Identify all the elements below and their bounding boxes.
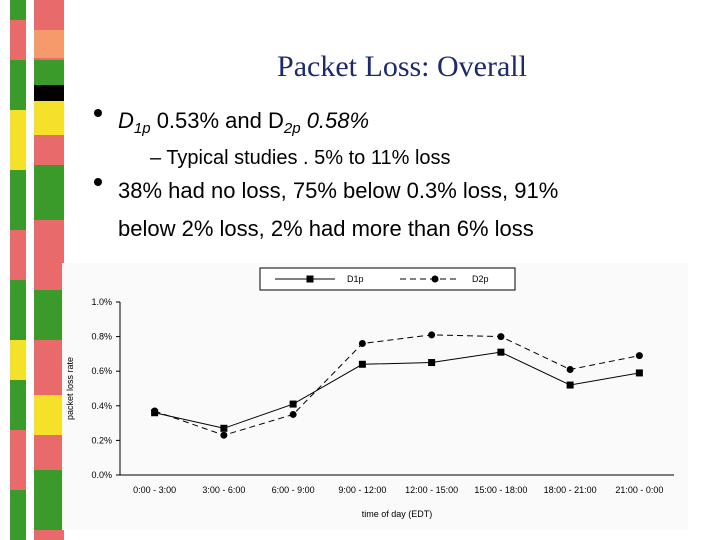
marker <box>635 369 643 377</box>
decor-stripe <box>10 0 64 540</box>
legend-label: D1p <box>347 274 364 284</box>
text: D <box>118 108 134 133</box>
y-tick-label: 0.0% <box>91 470 112 480</box>
chart-area <box>62 263 688 530</box>
marker <box>220 431 228 439</box>
marker <box>431 275 439 283</box>
x-tick-label: 15:00 - 18:00 <box>474 485 527 495</box>
bullet-text: D1p 0.53% and D2p 0.58% <box>118 108 369 137</box>
y-tick-label: 0.4% <box>91 401 112 411</box>
y-axis-label: packet loss rate <box>65 357 75 420</box>
marker <box>428 359 436 367</box>
marker <box>566 381 574 389</box>
legend-box <box>259 267 516 291</box>
x-tick-label: 21:00 - 0:00 <box>615 485 663 495</box>
marker <box>358 340 366 348</box>
chart: 0.0% 0.2% 0.4% 0.6% 0.8% 1.0% 0:00 - 3:00 3:00 … <box>65 267 674 519</box>
y-tick-label: 0.2% <box>91 435 112 445</box>
y-tick-label: 0.8% <box>91 332 112 342</box>
marker <box>497 333 505 341</box>
y-tick-label: 0.6% <box>91 366 112 376</box>
marker <box>358 360 366 368</box>
marker <box>289 410 297 418</box>
marker <box>306 275 314 283</box>
series-line <box>154 351 640 429</box>
bullet-text: below 2% loss, 2% had more than 6% loss <box>118 216 534 241</box>
sub-bullet: – Typical studies . 5% to 11% loss <box>150 147 451 169</box>
marker <box>220 424 228 432</box>
x-axis-label: time of day (EDT) <box>362 509 433 519</box>
text: 1p <box>134 120 151 137</box>
text: 0.53% and D <box>151 108 284 133</box>
x-tick-label: 12:00 - 15:00 <box>405 485 458 495</box>
x-tick-label: 18:00 - 21:00 <box>544 485 597 495</box>
marker <box>497 348 505 356</box>
bullet <box>94 178 102 186</box>
bullet-text: 38% had no loss, 75% below 0.3% loss, 91… <box>118 178 558 203</box>
legend-label: D2p <box>472 274 489 284</box>
marker <box>151 407 159 415</box>
x-tick-label: 3:00 - 6:00 <box>202 485 245 495</box>
y-tick-label: 1.0% <box>91 297 112 307</box>
slide-title: Packet Loss: Overall <box>277 50 527 83</box>
marker <box>566 365 574 373</box>
series-line <box>154 334 640 436</box>
marker <box>635 352 643 360</box>
text: 2p <box>283 120 301 137</box>
marker <box>428 331 436 339</box>
text: 0.58% <box>301 108 370 133</box>
x-tick-label: 9:00 - 12:00 <box>338 485 386 495</box>
x-tick-label: 6:00 - 9:00 <box>272 485 315 495</box>
x-tick-label: 0:00 - 3:00 <box>133 485 176 495</box>
marker <box>289 400 297 408</box>
bullet <box>94 109 102 117</box>
